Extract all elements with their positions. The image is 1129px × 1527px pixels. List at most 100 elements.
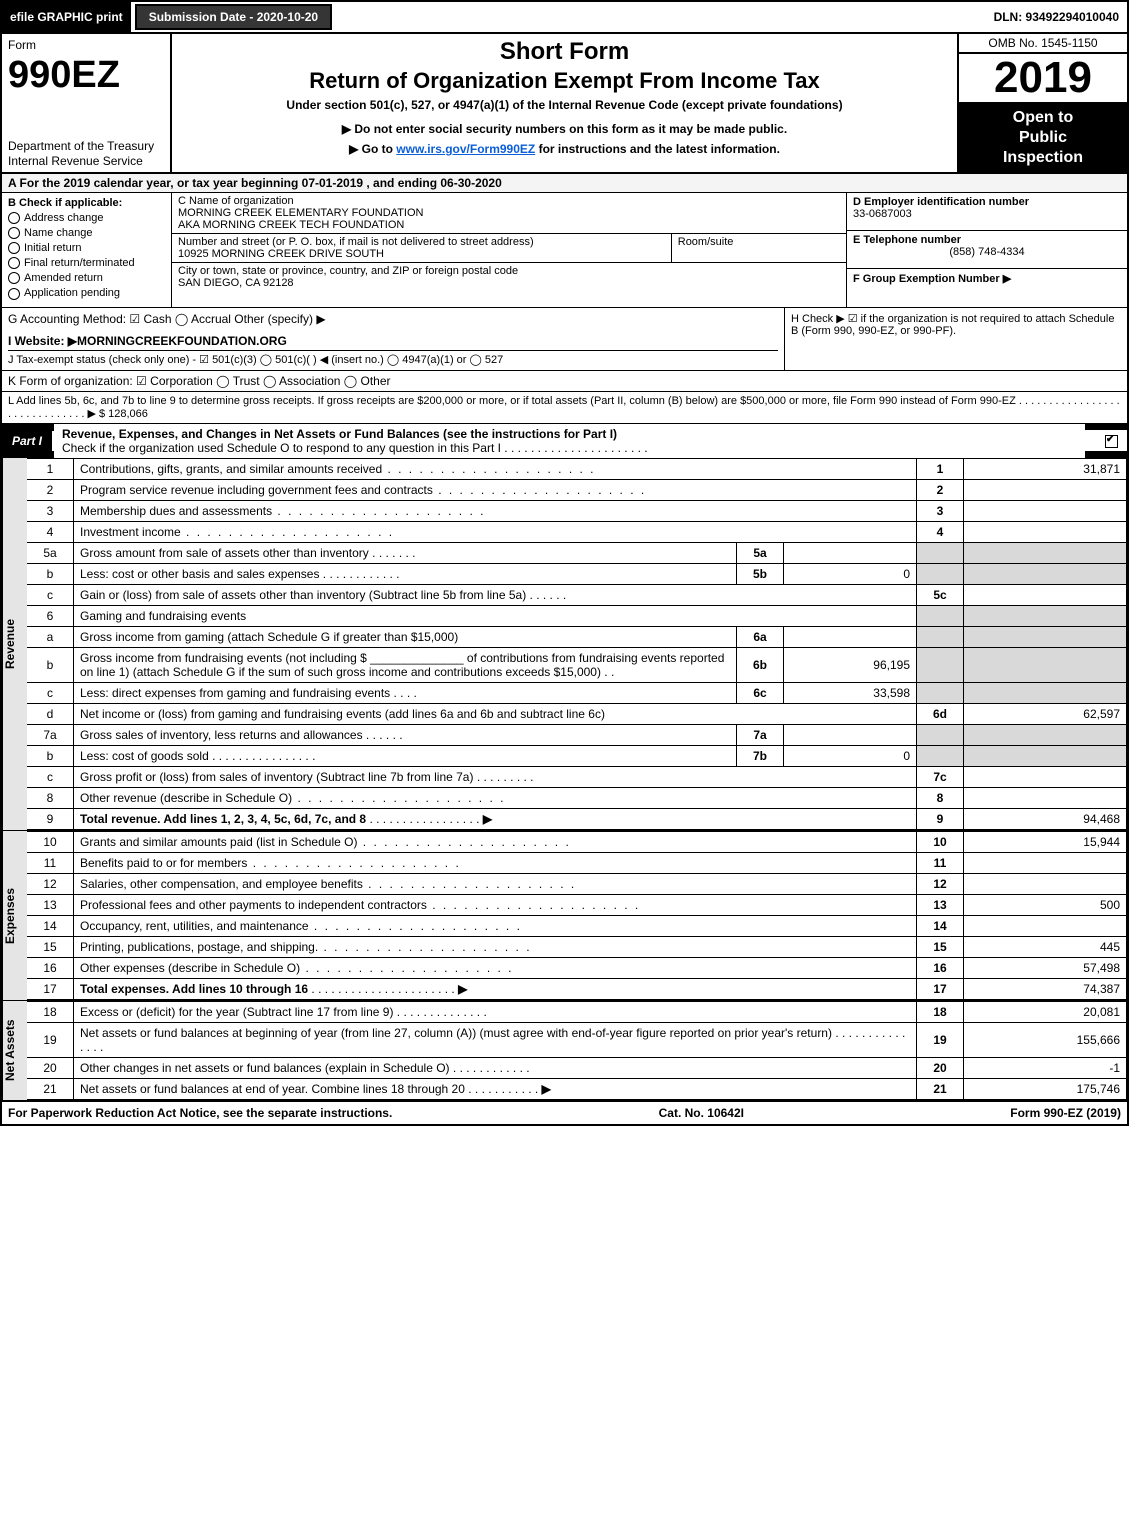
r13-n: 13 [27,894,74,915]
org-city: SAN DIEGO, CA 92128 [178,277,840,289]
r6b-grey [917,647,964,682]
r5b-grey [917,563,964,584]
footer-mid: Cat. No. 10642I [659,1106,744,1120]
r6c-n: c [27,682,74,703]
r8-rn: 8 [917,787,964,808]
r16-n: 16 [27,957,74,978]
r7a-n: 7a [27,724,74,745]
line-g: G Accounting Method: ☑ Cash ◯ Accrual Ot… [8,312,778,326]
r8-d: Other revenue (describe in Schedule O) [80,791,292,805]
subtitle-code: Under section 501(c), 527, or 4947(a)(1)… [178,98,951,112]
chk-amended: Amended return [24,272,103,284]
r6-grey [917,605,964,626]
r6-d: Gaming and fundraising events [74,605,917,626]
org-name1: MORNING CREEK ELEMENTARY FOUNDATION [178,207,840,219]
part1-checkline: Check if the organization used Schedule … [62,441,648,455]
r5c-rn: 5c [917,584,964,605]
r5a-greyv [964,542,1127,563]
r17-d: Total expenses. Add lines 10 through 16 [80,982,308,996]
r8-v [964,787,1127,808]
r7a-greyv [964,724,1127,745]
r15-rn: 15 [917,936,964,957]
r19-d: Net assets or fund balances at beginning… [80,1026,832,1040]
r21-rn: 21 [917,1078,964,1099]
open-line3: Inspection [959,148,1127,168]
r18-v: 20,081 [964,1001,1127,1022]
r6c-greyv [964,682,1127,703]
r5b-sv: 0 [784,563,917,584]
r16-rn: 16 [917,957,964,978]
r5a-n: 5a [27,542,74,563]
part1-tab: Part I [2,431,54,451]
r6d-n: d [27,703,74,724]
r4-n: 4 [27,521,74,542]
r1-n: 1 [27,458,74,479]
r11-d: Benefits paid to or for members [80,856,247,870]
r2-n: 2 [27,479,74,500]
r16-d: Other expenses (describe in Schedule O) [80,961,300,975]
r5b-n: b [27,563,74,584]
chk-final-icon[interactable] [8,257,20,269]
r17-n: 17 [27,978,74,999]
r7a-d: Gross sales of inventory, less returns a… [80,728,363,742]
netassets-sidelabel: Net Assets [2,1001,27,1100]
r7a-sv [784,724,917,745]
r15-n: 15 [27,936,74,957]
part1-checkbox[interactable] [1105,435,1118,448]
line-l: L Add lines 5b, 6c, and 7b to line 9 to … [2,392,1127,424]
title-shortform: Short Form [178,38,951,66]
chk-address-icon[interactable] [8,212,20,224]
tax-year: 2019 [959,54,1127,104]
r7b-n: b [27,745,74,766]
r9-rn: 9 [917,808,964,829]
group-exempt-label: F Group Exemption Number ▶ [853,272,1121,285]
form-number: 990EZ [8,56,164,94]
chk-initial: Initial return [24,242,81,254]
r20-n: 20 [27,1057,74,1078]
revenue-sidelabel: Revenue [2,458,27,830]
r4-rn: 4 [917,521,964,542]
chk-amended-icon[interactable] [8,272,20,284]
r6c-grey [917,682,964,703]
r4-d: Investment income [80,525,181,539]
chk-pending-icon[interactable] [8,288,20,300]
chk-pending: Application pending [24,287,120,299]
omb-number: OMB No. 1545-1150 [959,34,1127,54]
irs-link[interactable]: www.irs.gov/Form990EZ [396,142,535,156]
r3-d: Membership dues and assessments [80,504,272,518]
r19-n: 19 [27,1022,74,1057]
r7b-greyv [964,745,1127,766]
r6-greyv [964,605,1127,626]
r12-v [964,873,1127,894]
r7c-n: c [27,766,74,787]
chk-initial-icon[interactable] [8,242,20,254]
r6d-v: 62,597 [964,703,1127,724]
r5b-sn: 5b [737,563,784,584]
r6b-sn: 6b [737,647,784,682]
r6c-sv: 33,598 [784,682,917,703]
r20-rn: 20 [917,1057,964,1078]
r18-n: 18 [27,1001,74,1022]
chk-name-icon[interactable] [8,227,20,239]
r6b-n: b [27,647,74,682]
r7c-rn: 7c [917,766,964,787]
footer-left: For Paperwork Reduction Act Notice, see … [8,1106,392,1120]
r17-v: 74,387 [964,978,1127,999]
r2-v [964,479,1127,500]
line-i: I Website: ▶MORNINGCREEKFOUNDATION.ORG [8,334,778,351]
r6c-sn: 6c [737,682,784,703]
r9-n: 9 [27,808,74,829]
r3-rn: 3 [917,500,964,521]
r16-v: 57,498 [964,957,1127,978]
r5c-d: Gain or (loss) from sale of assets other… [80,588,526,602]
chk-address: Address change [24,212,104,224]
r19-v: 155,666 [964,1022,1127,1057]
r6c-d: Less: direct expenses from gaming and fu… [80,686,390,700]
r6-n: 6 [27,605,74,626]
r13-rn: 13 [917,894,964,915]
tax-year-line: A For the 2019 calendar year, or tax yea… [2,174,1127,193]
chk-name: Name change [24,227,93,239]
phone-label: E Telephone number [853,234,1121,246]
r10-v: 15,944 [964,831,1127,852]
r20-d: Other changes in net assets or fund bala… [80,1061,450,1075]
